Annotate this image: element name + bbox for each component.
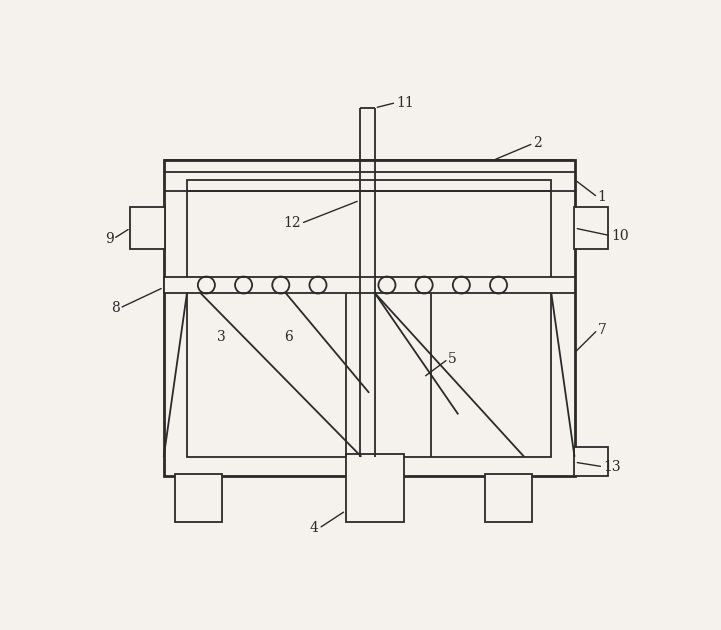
Bar bbox=[574, 207, 608, 249]
Text: 7: 7 bbox=[598, 323, 606, 336]
Text: 9: 9 bbox=[105, 232, 113, 246]
Text: 1: 1 bbox=[598, 190, 606, 204]
Text: 6: 6 bbox=[284, 330, 293, 345]
Bar bbox=[164, 160, 575, 476]
Bar bbox=[187, 180, 552, 457]
Bar bbox=[346, 454, 404, 522]
Text: 8: 8 bbox=[111, 301, 120, 315]
Text: 5: 5 bbox=[448, 352, 457, 366]
Text: 2: 2 bbox=[534, 136, 542, 151]
Bar bbox=[485, 474, 532, 522]
Text: 13: 13 bbox=[603, 460, 621, 474]
Text: 4: 4 bbox=[310, 522, 319, 536]
Text: 11: 11 bbox=[397, 96, 414, 110]
Bar bbox=[175, 474, 222, 522]
Text: 12: 12 bbox=[283, 217, 301, 231]
Text: 10: 10 bbox=[611, 229, 629, 243]
Bar bbox=[574, 447, 608, 476]
Bar bbox=[131, 207, 164, 249]
Bar bbox=[164, 277, 575, 293]
Text: 3: 3 bbox=[217, 330, 226, 345]
